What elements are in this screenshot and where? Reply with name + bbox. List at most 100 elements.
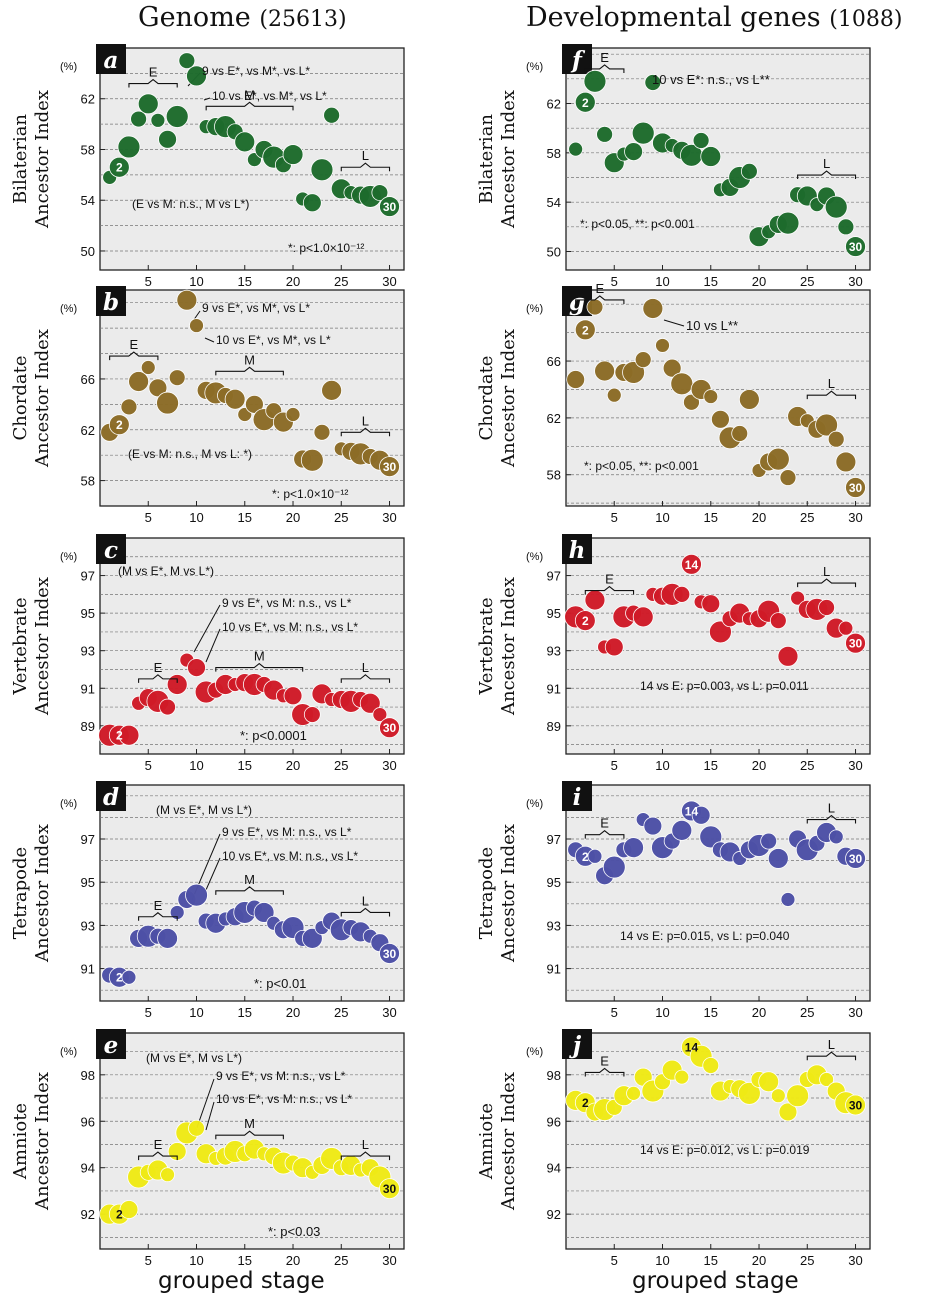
y-axis-label: TetrapodeAncestor Index [476, 824, 519, 963]
group-bracket [806, 814, 857, 824]
x-tick-label: 5 [611, 1005, 618, 1020]
x-tick-label: 15 [238, 274, 252, 289]
annotation-text: *: p<0.0001 [240, 728, 307, 743]
data-point [379, 456, 400, 478]
bracket-label: M [254, 649, 265, 664]
y-axis-label-line: Tetrapode [10, 847, 31, 939]
point-label: 30 [383, 947, 397, 961]
group-bracket [340, 427, 391, 437]
annotation-text: *: p<0.05, **: p<0.001 [580, 217, 695, 231]
data-point [302, 193, 322, 213]
data-point [321, 379, 343, 401]
panel-letter: a [104, 47, 119, 74]
data-point [119, 1200, 139, 1219]
x-tick-label: 15 [238, 1005, 252, 1020]
x-tick-label: 30 [382, 510, 396, 525]
percent-label: (%) [60, 61, 77, 73]
point-label: 2 [582, 1096, 589, 1110]
data-point [574, 319, 596, 341]
data-point [670, 372, 694, 396]
x-tick-label: 25 [334, 1005, 348, 1020]
data-point [130, 110, 148, 128]
panel-letter: g [569, 289, 585, 316]
data-point [310, 158, 334, 182]
x-tick-label: 25 [800, 758, 814, 773]
bracket-label: M [244, 87, 255, 102]
data-point [835, 451, 857, 473]
x-tick-label: 10 [655, 510, 669, 525]
x-tick-label: 15 [704, 1005, 718, 1020]
data-point [313, 423, 331, 441]
x-tick-label: 25 [334, 1253, 348, 1268]
x-tick-label: 30 [382, 1005, 396, 1020]
data-point [176, 289, 198, 311]
data-point [379, 196, 400, 217]
plot-area [99, 784, 405, 1002]
data-point [604, 637, 624, 657]
data-point [166, 674, 188, 695]
annotation-leader [193, 604, 221, 653]
chart-panel-i: 91 93 95 97 5 10 15 20 25 30 (%) i TetrapodeAncestor… [476, 781, 871, 1020]
percent-label: (%) [526, 551, 543, 563]
y-tick-label: 58 [81, 142, 95, 157]
x-tick-label: 5 [145, 510, 152, 525]
chart-panel-g: 58 62 66 5 10 15 20 25 30 (%) g ChordateAncestor In… [476, 281, 871, 525]
x-tick-label: 20 [286, 758, 300, 773]
group-bracket [584, 1067, 625, 1077]
y-axis-label-line: Amniote [476, 1103, 497, 1180]
data-point [692, 132, 710, 149]
panel-letter-box [96, 44, 126, 74]
annotation-text: 14 vs E: p=0.015, vs L: p=0.040 [620, 929, 790, 943]
y-axis-label-line: Vertebrate [476, 597, 497, 695]
chart-panel-j: 92 94 96 98 5 10 15 20 25 30 (%) j AmnioteAncestor I… [476, 1029, 871, 1268]
data-point [709, 620, 732, 644]
bracket-label: E [600, 1053, 609, 1068]
y-tick-label: 62 [81, 92, 95, 107]
data-point [117, 135, 141, 159]
annotation-text: *: p<0.03 [268, 1224, 320, 1239]
annotation-text: 9 vs E*, vs M: n.s., vs L* [222, 596, 352, 610]
data-point [186, 65, 207, 87]
x-tick-label: 25 [800, 1005, 814, 1020]
chart-panel-b: 58 62 66 5 10 15 20 25 30 (%) b ChordateAncestor In… [10, 286, 405, 525]
y-tick-label: 54 [547, 195, 561, 210]
y-tick-label: 89 [547, 719, 561, 734]
y-tick-label: 91 [81, 962, 95, 977]
group-bracket [109, 351, 159, 361]
y-axis-label-line: Ancestor Index [32, 577, 53, 716]
y-axis-label: AmnioteAncestor Index [476, 1072, 519, 1211]
x-tick-label: 25 [800, 510, 814, 525]
data-point [379, 1178, 400, 1200]
y-tick-label: 93 [81, 918, 95, 933]
percent-label: (%) [526, 798, 543, 810]
data-point [702, 1057, 720, 1074]
data-point [602, 855, 626, 879]
y-axis-label: BilaterianAncestor Index [10, 90, 53, 229]
y-tick-label: 54 [81, 193, 95, 208]
annotation-leader [205, 857, 221, 891]
data-point [777, 645, 799, 667]
y-tick-label: 89 [81, 719, 95, 734]
plot-area [99, 537, 405, 755]
y-axis-label-line: Tetrapode [476, 847, 497, 939]
bracket-label: L [362, 1137, 369, 1152]
point-label: 30 [383, 721, 397, 735]
annotation-text: 9 vs E*, vs M*, vs L* [202, 301, 310, 315]
data-point [224, 388, 246, 410]
data-point [303, 706, 321, 723]
point-label: 2 [582, 96, 589, 110]
data-point [738, 389, 760, 410]
genome-column-title: Genome (25613) [138, 2, 347, 33]
data-point [140, 360, 156, 375]
y-axis-label-line: Ancestor Index [498, 329, 519, 468]
data-point [371, 184, 389, 202]
data-point [845, 848, 866, 869]
data-point [120, 398, 138, 416]
data-point [188, 1119, 205, 1137]
annotation-text: *: p<1.0×10⁻¹² [272, 487, 348, 501]
data-point [168, 369, 186, 387]
panel-letter: i [573, 784, 582, 811]
genome-x-axis-label: grouped stage [158, 1268, 325, 1294]
data-point [596, 125, 614, 143]
data-point [737, 1081, 761, 1105]
